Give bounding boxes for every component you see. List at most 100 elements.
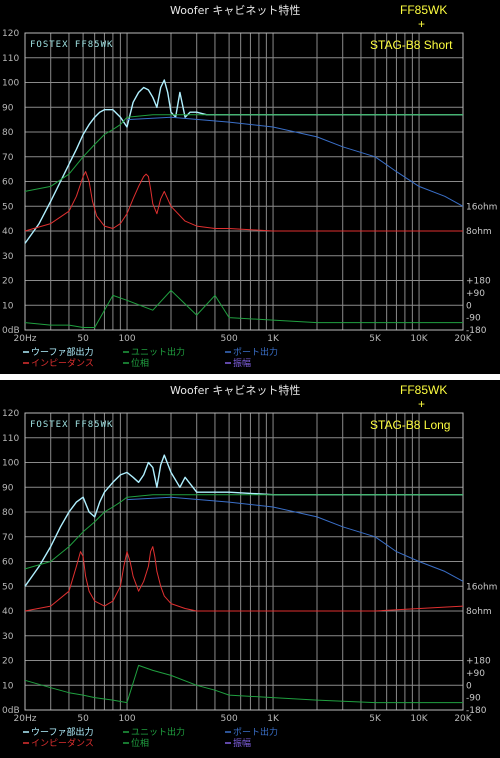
y-tick-label: 120 xyxy=(2,409,19,419)
legend-item: インピーダンス xyxy=(23,357,94,369)
chart-long: Woofer キャビネット特性 FF85WK + STAG-B8 Long FO… xyxy=(2,383,497,749)
y-tick-label: 10 xyxy=(2,301,14,311)
legend-label: ユニット出力 xyxy=(131,726,185,738)
legend-item: 振幅 xyxy=(225,737,251,749)
x-tick-label: 50 xyxy=(77,334,89,344)
chart-short: Woofer キャビネット特性 FF85WK + STAG-B8 Short F… xyxy=(2,3,497,369)
plot-frame xyxy=(24,32,464,331)
legend-item: 振幅 xyxy=(225,357,251,369)
legend-label: ポート出力 xyxy=(233,346,278,358)
legend-item: 位相 xyxy=(123,737,149,749)
y-tick-label: 90 xyxy=(2,103,14,113)
legend-item: ユニット出力 xyxy=(123,726,185,738)
chart-title: Woofer キャビネット特性 xyxy=(170,3,300,17)
x-tick-label: 500 xyxy=(221,334,238,344)
legend-item: インピーダンス xyxy=(23,737,94,749)
right-axis-label: 16ohm xyxy=(466,582,497,592)
y-tick-label: 20 xyxy=(2,277,14,287)
legend-item: ウーファ部出力 xyxy=(23,726,93,738)
model-cabinet: STAG-B8 Long xyxy=(370,418,450,432)
legend-label: インピーダンス xyxy=(31,357,94,369)
legend-label: 振幅 xyxy=(233,357,251,369)
y-tick-label: 10 xyxy=(2,681,14,691)
series-line-0 xyxy=(24,79,463,244)
y-tick-label: 0dB xyxy=(2,326,20,336)
legend-item: ポート出力 xyxy=(225,726,278,738)
x-tick-label: 100 xyxy=(118,714,135,724)
legend-label: ユニット出力 xyxy=(131,346,185,358)
series-line-2 xyxy=(24,114,463,192)
y-tick-label: 50 xyxy=(2,582,14,592)
right-axis-label: +180 xyxy=(466,277,491,287)
legend-label: ウーファ部出力 xyxy=(31,726,93,738)
panel-divider xyxy=(0,374,500,380)
model-cabinet: STAG-B8 Short xyxy=(370,38,453,52)
model-plus: + xyxy=(418,17,425,31)
y-tick-label: 0dB xyxy=(2,706,20,716)
legend-label: ウーファ部出力 xyxy=(31,346,93,358)
right-axis-label: -180 xyxy=(466,326,487,336)
right-axis-label: 0 xyxy=(466,681,472,691)
chart-panel-long: Woofer キャビネット特性 FF85WK + STAG-B8 Long FO… xyxy=(0,380,500,758)
y-tick-label: 70 xyxy=(2,153,14,163)
y-tick-label: 20 xyxy=(2,657,14,667)
y-tick-label: 30 xyxy=(2,252,14,262)
series-line-4 xyxy=(24,289,463,328)
legend-label: 位相 xyxy=(131,737,149,749)
legend-label: インピーダンス xyxy=(31,737,94,749)
legend-label: ポート出力 xyxy=(233,726,278,738)
x-tick-label: 20K xyxy=(454,714,472,724)
x-tick-label: 1K xyxy=(267,714,280,724)
series-line-0 xyxy=(24,454,463,587)
y-tick-label: 40 xyxy=(2,227,14,237)
legend-item: ユニット出力 xyxy=(123,346,185,358)
brand-label: FOSTEX FF85WK xyxy=(30,40,113,50)
legend-label: 位相 xyxy=(131,357,149,369)
series-line-4 xyxy=(24,664,463,704)
brand-label: FOSTEX FF85WK xyxy=(30,420,113,430)
series-line-3 xyxy=(24,546,464,612)
y-tick-label: 70 xyxy=(2,533,14,543)
right-axis-label: -90 xyxy=(466,314,481,324)
right-axis-label: 8ohm xyxy=(466,227,492,237)
x-tick-label: 5K xyxy=(369,714,382,724)
right-axis-label: 16ohm xyxy=(466,202,497,212)
y-tick-label: 100 xyxy=(2,459,19,469)
x-tick-label: 5K xyxy=(369,334,382,344)
right-axis-label: -180 xyxy=(466,706,487,716)
x-tick-label: 20Hz xyxy=(14,334,37,344)
series-line-1 xyxy=(126,116,464,207)
plot-frame xyxy=(24,412,464,711)
y-tick-label: 120 xyxy=(2,29,19,39)
model-name: FF85WK xyxy=(400,3,447,17)
y-tick-label: 60 xyxy=(2,178,14,188)
y-tick-label: 80 xyxy=(2,508,14,518)
legend-label: 振幅 xyxy=(233,737,251,749)
x-tick-label: 20Hz xyxy=(14,714,37,724)
right-axis-label: +180 xyxy=(466,657,491,667)
chart-title: Woofer キャビネット特性 xyxy=(170,383,300,397)
x-tick-label: 10K xyxy=(410,334,428,344)
model-name: FF85WK xyxy=(400,383,447,397)
y-tick-label: 100 xyxy=(2,79,19,89)
y-tick-label: 40 xyxy=(2,607,14,617)
x-tick-label: 20K xyxy=(454,334,472,344)
right-axis-label: +90 xyxy=(466,669,485,679)
series-line-3 xyxy=(24,171,463,232)
y-tick-label: 90 xyxy=(2,483,14,493)
series-line-1 xyxy=(126,496,464,582)
y-tick-label: 110 xyxy=(2,54,19,64)
model-plus: + xyxy=(418,397,425,411)
y-tick-label: 110 xyxy=(2,434,19,444)
y-tick-label: 50 xyxy=(2,202,14,212)
x-tick-label: 100 xyxy=(118,334,135,344)
y-tick-label: 30 xyxy=(2,632,14,642)
legend-item: ポート出力 xyxy=(225,346,278,358)
legend-item: ウーファ部出力 xyxy=(23,346,93,358)
y-tick-label: 60 xyxy=(2,558,14,568)
right-axis-label: 8ohm xyxy=(466,607,492,617)
series-line-2 xyxy=(24,494,463,570)
right-axis-label: 0 xyxy=(466,301,472,311)
x-tick-label: 500 xyxy=(221,714,238,724)
legend-item: 位相 xyxy=(123,357,149,369)
